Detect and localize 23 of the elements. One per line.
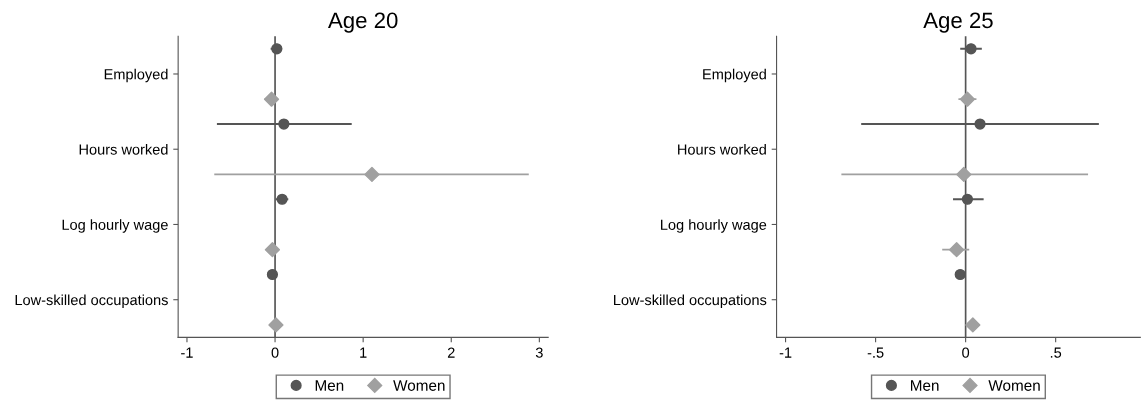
legend-label: Women: [393, 380, 445, 391]
y-tick-label: Low-skilled occupations: [614, 294, 767, 309]
x-tick-label: 0: [962, 347, 970, 358]
legend-label: Men: [911, 380, 939, 391]
chart-title: Age 25: [923, 12, 993, 33]
x-tick-label: .5: [1050, 347, 1062, 358]
x-tick-label: -1: [181, 347, 193, 358]
y-tick-label: Log hourly wage: [661, 219, 767, 233]
legend-label: Men: [315, 380, 344, 391]
x-tick-label: -1: [779, 347, 792, 358]
legend-label: Women: [988, 380, 1040, 391]
y-tick-label: Employed: [104, 68, 168, 83]
y-tick-label: Log hourly wage: [62, 219, 168, 233]
x-tick-label: 2: [447, 347, 455, 358]
y-tick-label: Hours worked: [79, 143, 168, 155]
x-tick-label: 0: [271, 347, 279, 358]
y-tick-label: Employed: [703, 68, 766, 83]
chart-title: Age 20: [327, 12, 398, 33]
x-tick-label: 1: [360, 347, 367, 358]
y-tick-label: Hours worked: [678, 143, 766, 155]
x-tick-label: 3: [535, 347, 543, 358]
y-tick-label: Low-skilled occupations: [15, 294, 168, 309]
x-tick-label: -.5: [867, 347, 884, 358]
